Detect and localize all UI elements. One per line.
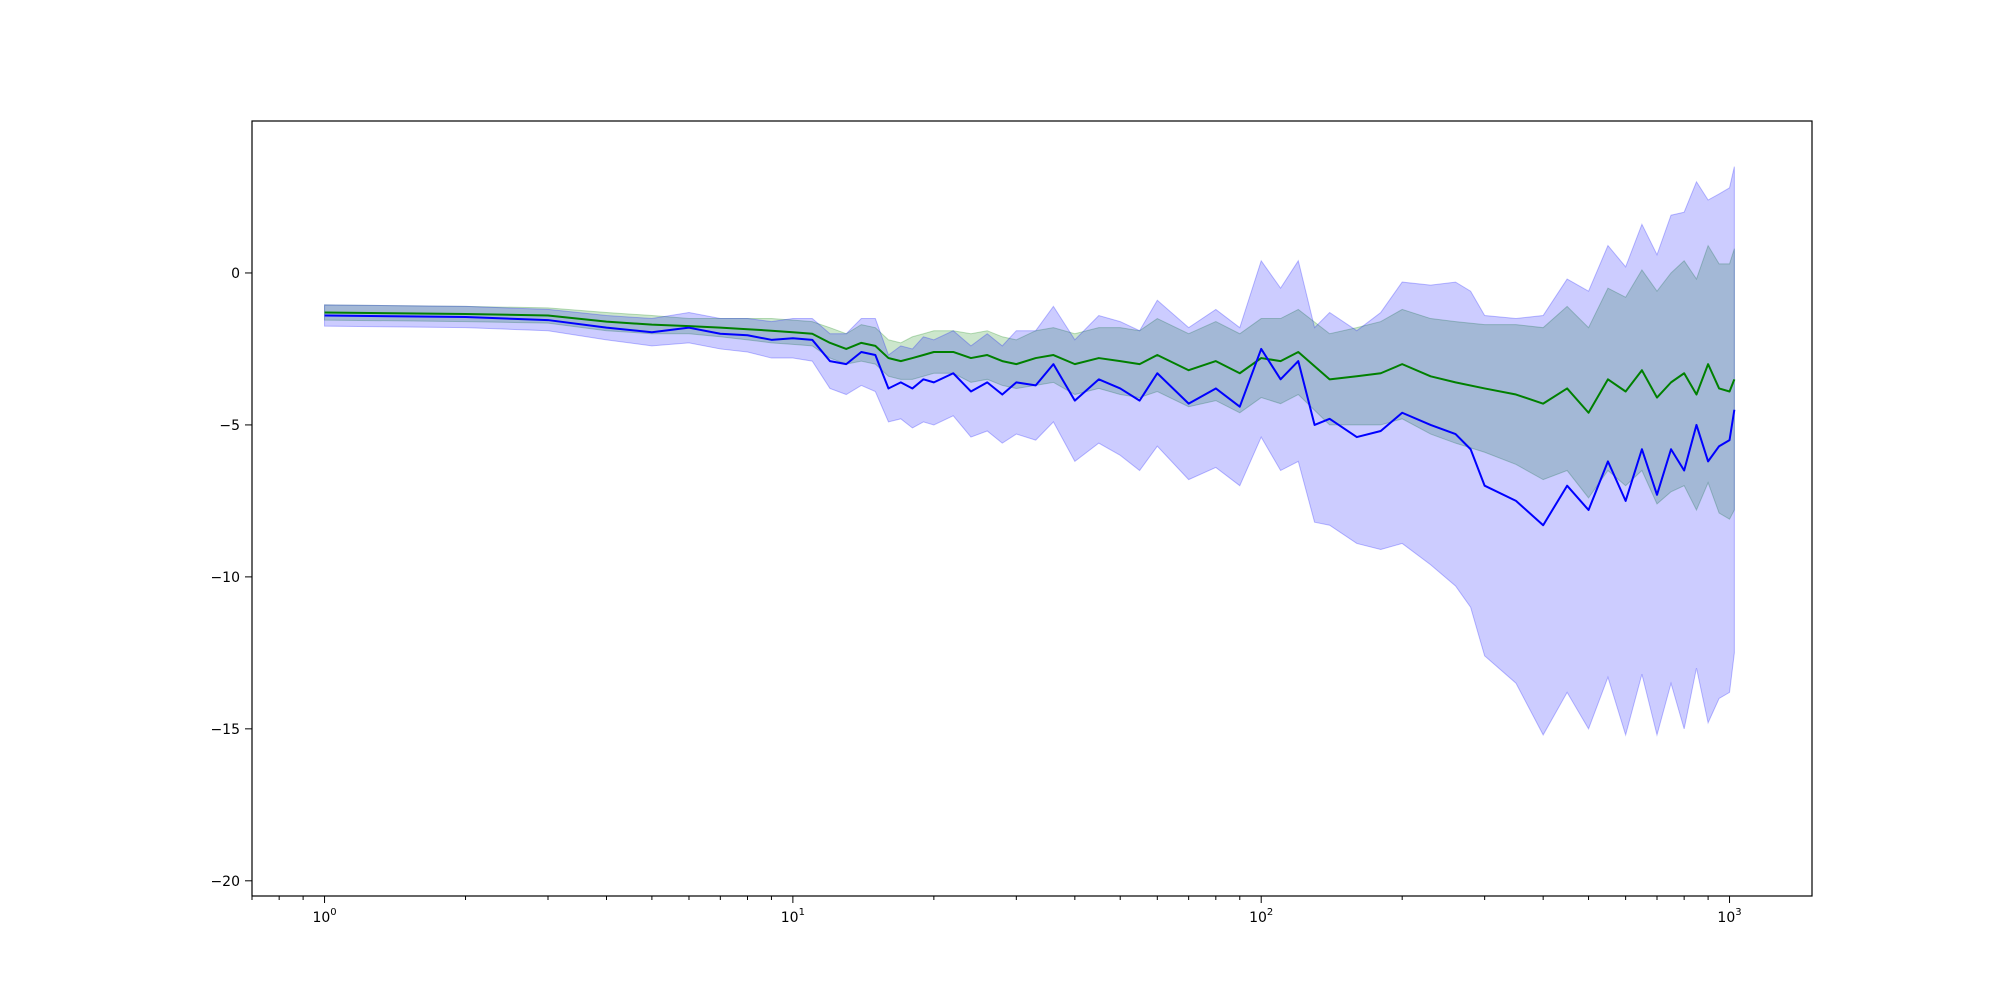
y-tick-label: −5	[219, 418, 240, 434]
x-tick-label: 101	[781, 907, 805, 926]
confidence-bands	[324, 166, 1735, 737]
x-tick-label: 100	[312, 907, 336, 926]
x-tick-label: 103	[1717, 907, 1741, 926]
y-axis: 0 −5 −10 −15 −20	[210, 266, 252, 890]
series-1-band	[324, 166, 1735, 737]
series-0-band	[324, 244, 1735, 520]
y-tick-label: −10	[210, 570, 240, 586]
y-tick-label: 0	[231, 266, 240, 282]
series-0-line	[324, 311, 1736, 414]
series-1-line	[324, 314, 1736, 527]
x-tick-label: 102	[1249, 907, 1273, 926]
x-axis: 100 101 102 103	[251, 896, 1742, 926]
y-tick-label: −20	[210, 874, 240, 890]
y-tick-label: −15	[210, 722, 240, 738]
series-lines	[324, 311, 1736, 527]
plot-frame	[251, 120, 1813, 897]
